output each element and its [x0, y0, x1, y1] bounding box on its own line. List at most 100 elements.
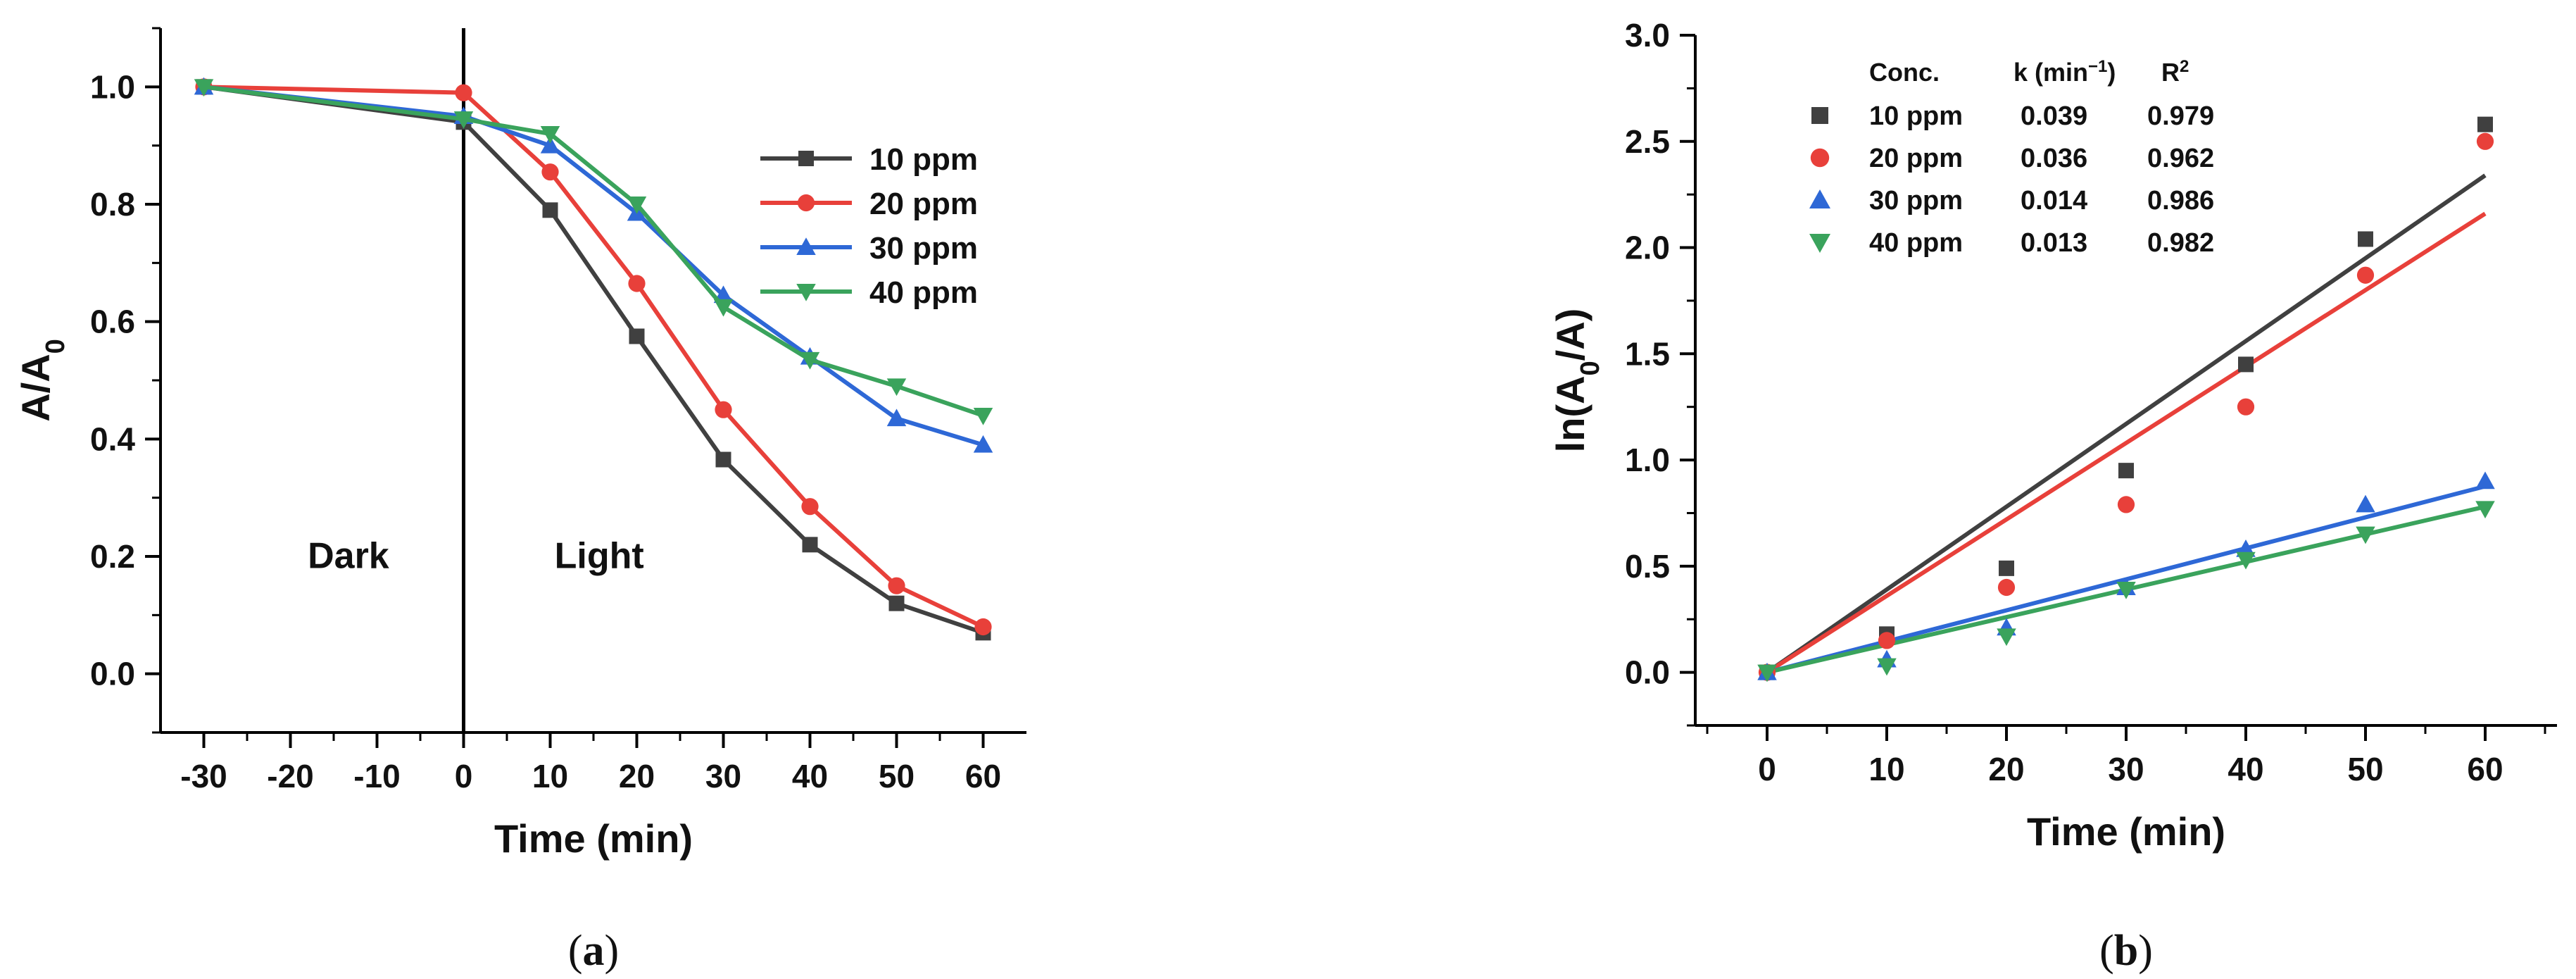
legend-marker — [1810, 148, 1830, 168]
legend-marker — [797, 194, 815, 212]
caption-letter: a — [583, 927, 605, 975]
data-point-20-ppm — [2237, 398, 2255, 416]
data-point-10-ppm — [2118, 463, 2134, 479]
data-point-10-ppm — [802, 537, 818, 553]
series-line-30-ppm — [203, 85, 984, 447]
x-tick-label: 0 — [455, 758, 473, 794]
legend-marker — [796, 237, 816, 255]
y-axis-title: ln(A0/A) — [1548, 308, 1605, 453]
data-point-40-ppm — [194, 79, 214, 97]
fit-line-10-ppm — [1766, 173, 2487, 675]
y-tick-label: 0.5 — [1625, 548, 1670, 585]
x-tick-label: -30 — [180, 758, 227, 794]
data-point-40-ppm — [713, 299, 734, 317]
series-line-10-ppm — [203, 85, 984, 635]
data-point-30-ppm — [886, 409, 907, 427]
data-point-20-ppm — [2117, 496, 2135, 513]
rate-constant-value: 0.039 — [2021, 101, 2087, 131]
x-tick-label: 30 — [2108, 751, 2144, 787]
legend-label: 20 ppm — [869, 187, 978, 221]
y-tick-label: 3.0 — [1625, 17, 1670, 54]
data-point-20-ppm — [801, 498, 819, 516]
data-point-40-ppm — [886, 378, 907, 397]
data-point-30-ppm — [2356, 494, 2375, 513]
legend-label: 10 ppm — [1869, 101, 1963, 131]
data-point-20-ppm — [974, 618, 992, 636]
legend-label: 30 ppm — [869, 231, 978, 266]
data-point-20-ppm — [455, 84, 472, 101]
x-tick-label: 40 — [792, 758, 828, 794]
rate-constant-value: 0.013 — [2021, 228, 2087, 258]
fit-line-20-ppm — [1766, 211, 2487, 675]
data-point-40-ppm — [2236, 551, 2256, 570]
annotation-dark: Dark — [308, 536, 389, 577]
data-point-10-ppm — [715, 451, 731, 468]
y-tick-label: 1.0 — [90, 68, 135, 105]
y-axis-title-tail: /A) — [1548, 308, 1592, 361]
data-point-20-ppm — [541, 163, 559, 181]
legend-marker — [798, 151, 814, 166]
y-axis-title-main: A/A — [13, 354, 58, 421]
data-point-40-ppm — [800, 351, 820, 370]
legend-label: 20 ppm — [1869, 144, 1963, 173]
data-point-40-ppm — [540, 126, 560, 144]
data-point-10-ppm — [629, 328, 645, 344]
x-tick-label: 0 — [1758, 751, 1776, 787]
r-squared-value: 0.962 — [2147, 144, 2214, 173]
table-header-conc: Conc. — [1869, 58, 1940, 87]
table-header-k-tail: ) — [2107, 58, 2116, 87]
data-point-20-ppm — [715, 401, 732, 418]
data-point-40-ppm — [2475, 501, 2495, 519]
table-header-k-sup: −1 — [2088, 57, 2107, 76]
x-tick-label: 50 — [879, 758, 915, 794]
y-axis-title-sub: 0 — [41, 339, 70, 354]
y-tick-label: 0.0 — [90, 656, 135, 692]
data-point-20-ppm — [888, 577, 905, 594]
data-point-40-ppm — [2116, 582, 2136, 599]
data-point-10-ppm — [542, 202, 558, 218]
rate-constant-value: 0.036 — [2021, 144, 2087, 173]
y-tick-label: 0.0 — [1625, 654, 1670, 691]
data-point-20-ppm — [628, 275, 646, 292]
y-tick-label: 2.5 — [1625, 123, 1670, 160]
caption-paren: ( — [2099, 927, 2114, 975]
data-point-40-ppm — [1877, 658, 1897, 676]
table-header-k-main: k (min — [2013, 58, 2088, 87]
y-axis-title: A/A0 — [13, 339, 70, 422]
legend-marker — [1809, 189, 1830, 208]
x-tick-label: 60 — [965, 758, 1001, 794]
data-point-20-ppm — [2356, 266, 2375, 284]
data-point-40-ppm — [1997, 628, 2016, 647]
rate-constant-value: 0.014 — [2021, 186, 2087, 216]
data-point-10-ppm — [2358, 231, 2373, 247]
panel-caption: (b) — [2099, 927, 2153, 975]
y-tick-label: 0.2 — [90, 538, 135, 575]
series-line-20-ppm — [203, 85, 984, 629]
x-tick-label: 10 — [532, 758, 568, 794]
x-axis-title: Time (min) — [2027, 809, 2225, 854]
table-header-r2-main: R — [2161, 58, 2180, 87]
x-tick-label: 20 — [619, 758, 655, 794]
table-header-k: k (min−1) — [2013, 57, 2116, 87]
data-point-10-ppm — [2477, 116, 2493, 132]
data-point-10-ppm — [2238, 356, 2254, 373]
y-tick-label: 0.4 — [90, 420, 135, 457]
caption-paren: ) — [605, 927, 620, 975]
data-point-40-ppm — [1757, 664, 1777, 682]
series-line-40-ppm — [203, 85, 984, 418]
data-point-40-ppm — [973, 408, 993, 425]
y-axis-title-sub: 0 — [1576, 361, 1605, 375]
data-point-20-ppm — [1997, 578, 2016, 597]
legend-label: 40 ppm — [1869, 228, 1963, 258]
x-tick-label: 20 — [1988, 751, 2024, 787]
x-tick-label: 10 — [1868, 751, 1904, 787]
caption-paren: ( — [568, 927, 583, 975]
data-point-30-ppm — [540, 135, 560, 154]
data-point-40-ppm — [627, 197, 647, 214]
data-point-10-ppm — [1999, 560, 2014, 576]
x-axis-title: Time (min) — [494, 816, 693, 861]
r-squared-value: 0.979 — [2147, 101, 2214, 131]
y-axis-title-main: ln(A — [1548, 375, 1592, 452]
panel-caption: (a) — [568, 927, 619, 975]
